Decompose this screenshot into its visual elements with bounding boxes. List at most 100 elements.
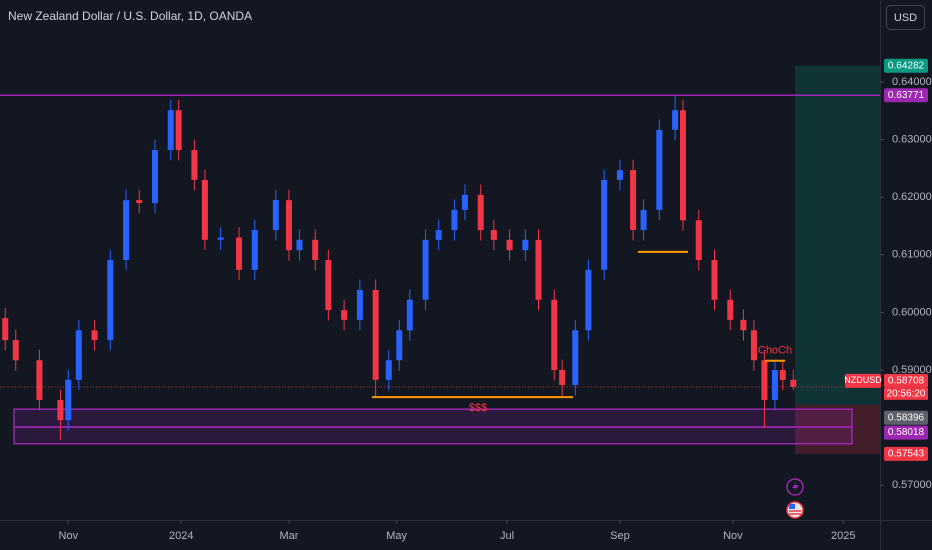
price-label-box — [884, 410, 928, 425]
candle-body — [2, 318, 9, 341]
price-label: 0.63771 — [888, 90, 925, 101]
candle-body — [711, 260, 718, 300]
candle-body — [451, 209, 458, 231]
candle-body — [461, 194, 468, 210]
annotation-label: $$$ — [469, 402, 487, 414]
candle-body — [727, 299, 734, 320]
candle-body — [551, 299, 558, 371]
candle-body — [740, 319, 747, 331]
x-tick-label: Mar — [279, 530, 298, 542]
candle-body — [435, 230, 442, 240]
candle-body — [201, 179, 208, 240]
x-tick-label: Nov — [723, 530, 743, 542]
candle-body — [672, 110, 679, 130]
x-tick-label: May — [386, 530, 407, 542]
candle-body — [585, 269, 592, 331]
candle-body — [75, 330, 82, 380]
price-label: 0.57543 — [888, 449, 925, 460]
currency-label[interactable]: USD — [894, 12, 917, 24]
candle-body — [312, 239, 319, 260]
lightning-icon — [792, 481, 799, 493]
candle-body — [296, 239, 303, 251]
candle-body — [750, 330, 757, 361]
zone-box — [13, 426, 853, 445]
price-label-box — [884, 58, 928, 73]
candle-body — [490, 230, 497, 240]
currency-button[interactable] — [886, 5, 925, 30]
countdown: 20:56:20 — [887, 388, 926, 399]
candle-body — [107, 260, 114, 341]
candle-body — [372, 289, 379, 380]
candle-body — [522, 239, 529, 251]
candle-body — [285, 200, 292, 251]
candle-body — [385, 360, 392, 380]
x-tick-label: Nov — [59, 530, 79, 542]
price-label: 0.58018 — [888, 427, 925, 438]
candle-body — [236, 237, 243, 270]
candle-body — [477, 194, 484, 231]
symbol-label: NZDUSD — [844, 375, 882, 385]
candle-body — [251, 230, 258, 270]
zone-box — [13, 408, 853, 428]
candle-body — [57, 399, 64, 421]
x-tick-label: Jul — [500, 530, 514, 542]
candle-body — [136, 200, 143, 203]
candle-body — [325, 260, 332, 311]
x-tick-label: Sep — [610, 530, 630, 542]
candle-body — [535, 239, 542, 300]
price-label-box — [884, 373, 928, 388]
stop-zone — [795, 404, 880, 454]
chart-title: New Zealand Dollar / U.S. Dollar, 1D, OA… — [8, 9, 252, 23]
candle-body — [217, 237, 224, 240]
target-zone — [795, 65, 880, 405]
candle-body — [695, 220, 702, 260]
candle-body — [191, 149, 198, 180]
candle-body — [65, 379, 72, 421]
candle-body — [771, 370, 778, 400]
candle-body — [406, 299, 413, 331]
price-label-box — [884, 446, 928, 461]
candle-body — [679, 110, 686, 221]
candle-body — [790, 379, 797, 387]
candle-body — [630, 170, 637, 231]
candle-body — [559, 370, 566, 385]
price-label-box — [884, 425, 928, 440]
y-tick-label: 0.59000 — [892, 364, 932, 376]
event-icon[interactable] — [786, 478, 804, 496]
candle-body — [656, 129, 663, 210]
flag-canton — [789, 504, 795, 509]
candle-body — [91, 330, 98, 341]
candle-body — [761, 360, 768, 400]
candle-body — [175, 110, 182, 150]
candle-body — [640, 209, 647, 231]
candle-body — [12, 340, 19, 361]
candle-body — [396, 330, 403, 361]
candle-body — [123, 200, 130, 260]
price-label: 0.58396 — [888, 412, 925, 423]
x-tick-label: 2025 — [831, 530, 855, 542]
candle-body — [167, 110, 174, 150]
x-tick-label: 2024 — [169, 530, 193, 542]
candle-body — [422, 239, 429, 300]
countdown-box — [884, 387, 928, 400]
candle-body — [36, 360, 43, 400]
y-tick-label: 0.60000 — [892, 306, 932, 318]
price-label-box — [884, 88, 928, 103]
candle-body — [341, 310, 348, 320]
y-tick-label: 0.63000 — [892, 134, 932, 146]
y-tick-label: 0.62000 — [892, 191, 932, 203]
candle-body — [572, 330, 579, 385]
candle-body — [272, 200, 279, 231]
candle-body — [601, 179, 608, 270]
y-tick-label: 0.64000 — [892, 76, 932, 88]
candle-body — [616, 170, 623, 180]
y-tick-label: 0.57000 — [892, 479, 932, 491]
candle-body — [506, 239, 513, 251]
symbol-tag — [845, 373, 881, 388]
candle-body — [779, 370, 786, 380]
annotation-label: ChoCh — [758, 345, 792, 357]
price-label: 0.58708 — [888, 375, 925, 386]
